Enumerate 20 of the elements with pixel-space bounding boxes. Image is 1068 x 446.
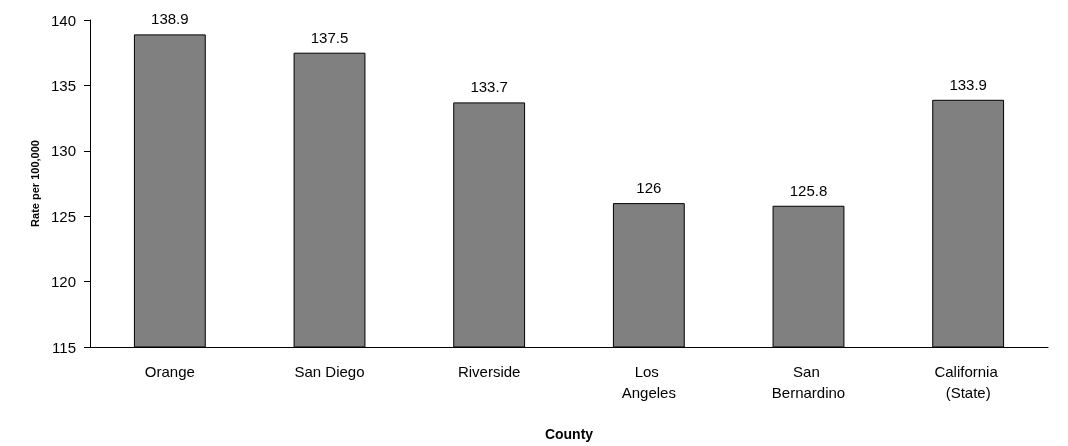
x-tick-label: San Diego: [294, 363, 365, 380]
y-tick-label: 140: [50, 11, 76, 29]
x-tick-label: San Bernardino: [771, 363, 846, 401]
data-label: 125.8: [789, 181, 828, 199]
data-label: 137.5: [310, 28, 349, 46]
x-tick-label: Riverside: [457, 363, 521, 380]
y-tick-label: 115: [52, 338, 76, 356]
x-tick-label: Orange: [144, 363, 195, 380]
data-label: 138.9: [151, 10, 189, 28]
x-axis-title: County: [544, 426, 594, 442]
y-tick-label: 125: [50, 207, 76, 225]
y-axis-title: Rate per 100,000: [28, 140, 41, 227]
y-tick-label: 130: [50, 142, 76, 160]
x-tick-label: California (State): [934, 363, 1002, 401]
x-tick-label: Los Angeles: [621, 363, 676, 401]
y-tick-label: 135: [50, 76, 76, 94]
y-tick-label: 120: [50, 273, 76, 291]
data-label: 133.7: [470, 78, 508, 96]
data-label: 133.9: [949, 75, 987, 93]
data-label: 126: [636, 179, 662, 197]
